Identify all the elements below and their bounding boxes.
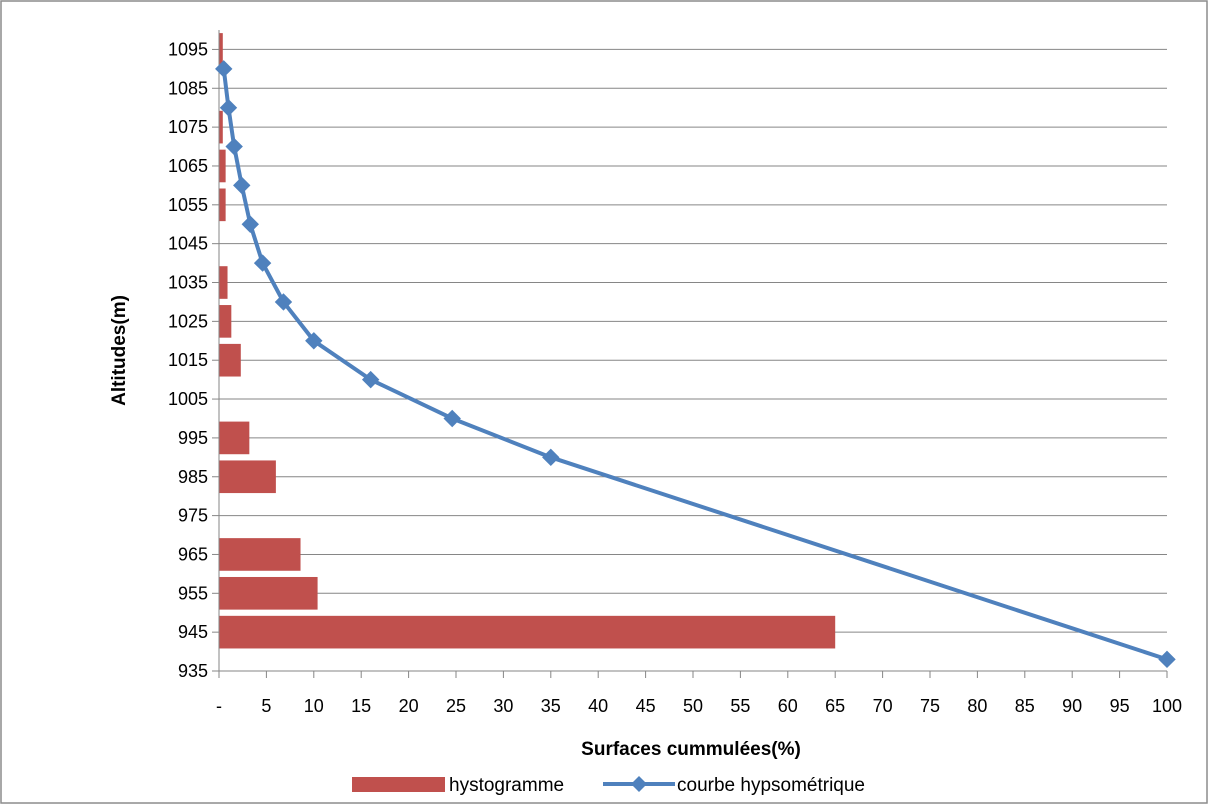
x-tick-label: 60 [778, 696, 798, 716]
y-tick-label: 975 [178, 506, 208, 526]
legend-label-hystogramme: hystogramme [449, 775, 564, 796]
x-tick-label: 15 [351, 696, 371, 716]
x-tick-label: 75 [920, 696, 940, 716]
curve-point-diamond [215, 60, 233, 78]
histogram-bar [219, 33, 223, 66]
y-tick-label: 1045 [168, 234, 208, 254]
x-tick-label: - [216, 696, 222, 716]
curve-point-diamond [1158, 650, 1176, 669]
curve-point-diamond [274, 293, 293, 311]
y-tick-label: 1035 [168, 273, 208, 293]
x-tick-label: 30 [493, 696, 513, 716]
legend-label-courbe: courbe hypsométrique [677, 775, 865, 796]
y-tick-label: 1025 [168, 311, 208, 331]
x-tick-label: 95 [1110, 696, 1130, 716]
x-tick-label: 85 [1015, 696, 1035, 716]
x-tick-label: 50 [683, 696, 703, 716]
histogram-bar [219, 305, 232, 338]
x-tick-label: 80 [967, 696, 987, 716]
curve-point-diamond [443, 409, 461, 428]
curve-point-diamond [233, 176, 251, 195]
x-tick-label: 70 [873, 696, 893, 716]
histogram-bar [219, 149, 226, 183]
histogram-bar [219, 110, 223, 144]
histogram-bar [219, 343, 241, 377]
x-tick-label: 65 [825, 696, 845, 716]
y-tick-label: 965 [178, 544, 208, 564]
curve-point-diamond [361, 370, 380, 389]
x-tick-label: 40 [588, 696, 608, 716]
x-tick-label: 35 [541, 696, 561, 716]
curve-point-diamond [241, 215, 259, 233]
y-tick-label: 955 [178, 583, 208, 603]
y-tick-label: 985 [178, 467, 208, 487]
curve-point-diamond [225, 137, 243, 156]
x-tick-label: 25 [446, 696, 466, 716]
y-tick-label: 1095 [168, 39, 208, 59]
hypsometric-curve [215, 60, 1176, 669]
histogram-bar [219, 538, 301, 571]
y-tick-label: 1055 [168, 195, 208, 215]
tick-labels: 9359459559659759859951005101510251035104… [168, 39, 1182, 716]
histogram-bar [219, 266, 228, 299]
x-axis-title: Surfaces cummulées(%) [581, 739, 801, 760]
axes [212, 30, 1168, 678]
x-tick-label: 55 [730, 696, 750, 716]
x-tick-label: 45 [636, 696, 656, 716]
y-tick-label: 1085 [168, 78, 208, 98]
y-tick-label: 1065 [168, 156, 208, 176]
histogram-bar [219, 460, 276, 494]
x-tick-label: 20 [399, 696, 419, 716]
histogram-bar [219, 188, 226, 222]
y-tick-label: 945 [178, 622, 208, 642]
x-tick-label: 100 [1152, 696, 1182, 716]
curve-point-diamond [305, 332, 323, 350]
histogram-bar [219, 615, 836, 649]
x-tick-label: 10 [304, 696, 324, 716]
y-tick-label: 1005 [168, 389, 208, 409]
x-tick-label: 90 [1062, 696, 1082, 716]
legend: hystogramme courbe hypsométrique [352, 775, 865, 796]
y-tick-label: 1015 [168, 350, 208, 370]
curve-point-diamond [253, 254, 272, 272]
histogram-bar [219, 576, 318, 610]
y-tick-label: 995 [178, 428, 208, 448]
legend-marker-diamond-icon [631, 776, 647, 792]
y-axis-title: Altitudes(m) [109, 295, 130, 406]
curve-point-diamond [219, 98, 238, 117]
y-tick-label: 1075 [168, 117, 208, 137]
y-tick-label: 935 [178, 661, 208, 681]
x-tick-label: 5 [261, 696, 271, 716]
histogram-bar [219, 421, 250, 455]
legend-swatch-hystogramme [352, 777, 445, 792]
histogram-bars [219, 33, 836, 649]
curve-point-diamond [542, 448, 560, 467]
